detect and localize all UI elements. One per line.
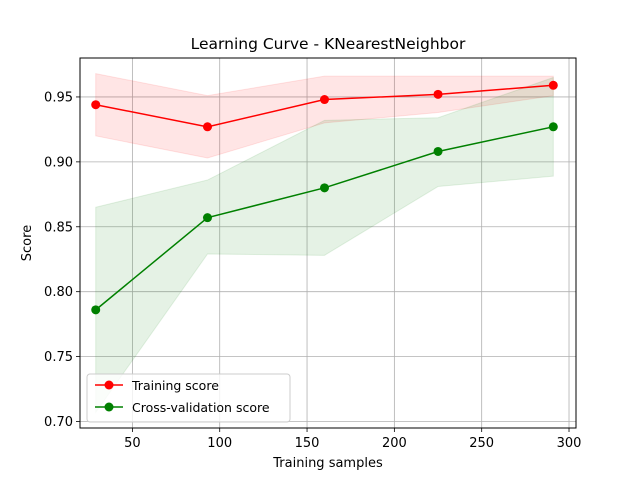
y-axis-ticks: 0.70 0.75 0.80 0.85 0.90 0.95 [44,90,80,430]
y-tick-label-5: 0.95 [44,90,73,105]
series-markers [91,80,558,315]
grid-lines [80,58,576,428]
data-point-s0-2 [320,95,330,105]
y-tick-label-1: 0.75 [44,350,73,365]
x-tick-label-5: 300 [557,436,582,451]
chart-title: Learning Curve - KNearestNeighbor [191,35,466,53]
data-point-s1-4 [548,122,558,132]
data-point-s1-3 [433,146,443,156]
x-tick-label-2: 150 [295,436,320,451]
legend-swatch-training-marker [104,380,114,390]
x-axis-ticks: 50 100 150 200 250 300 [124,428,581,451]
data-point-s0-0 [91,100,101,110]
data-point-s1-0 [91,305,101,315]
legend-swatch-cv-marker [104,402,114,412]
y-axis-label: Score [20,225,35,261]
x-tick-label-1: 100 [207,436,232,451]
y-tick-label-2: 0.80 [44,285,73,300]
data-point-s1-2 [320,183,330,193]
y-tick-label-4: 0.90 [44,155,73,170]
legend-label-training: Training score [131,378,219,393]
data-point-s0-4 [548,80,558,90]
y-tick-label-3: 0.85 [44,220,73,235]
legend-label-cv: Cross-validation score [132,400,270,415]
legend-box [86,373,291,423]
x-tick-label-4: 250 [469,436,494,451]
x-tick-label-0: 50 [124,436,141,451]
data-point-s0-1 [202,122,212,132]
plot-frame [79,57,577,429]
x-axis-label: Training samples [272,456,383,471]
data-point-s1-1 [202,213,212,223]
data-point-s0-3 [433,89,443,99]
y-tick-label-0: 0.70 [44,415,73,430]
confidence-band-1 [95,76,554,414]
x-tick-label-3: 200 [382,436,407,451]
legend: Training score Cross-validation score [86,373,291,423]
